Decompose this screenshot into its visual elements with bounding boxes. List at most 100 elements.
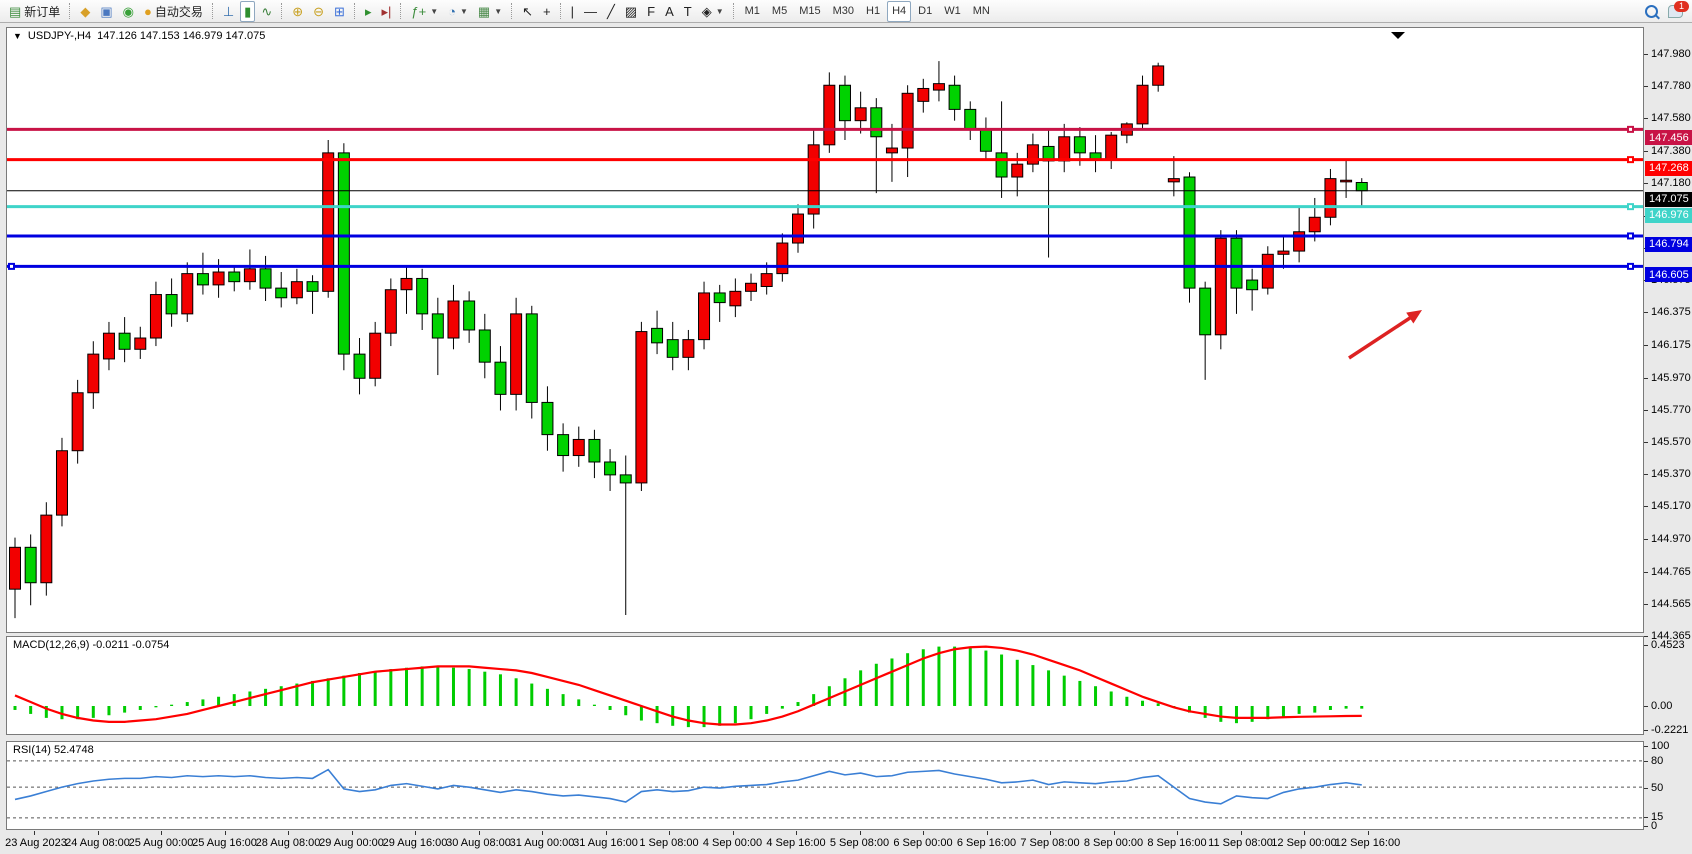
text-icon: A bbox=[665, 3, 674, 19]
line-handle-marker-center bbox=[10, 264, 13, 268]
bullish-candle bbox=[71, 392, 84, 452]
bullish-candle bbox=[917, 87, 930, 102]
bullish-candle bbox=[807, 144, 820, 215]
periods-button[interactable]: ◔ ▼ bbox=[444, 1, 472, 22]
bar-chart-button[interactable]: ⊥ bbox=[219, 1, 238, 22]
zoom-out-button[interactable]: ⊖ bbox=[309, 1, 328, 22]
time-tick bbox=[1113, 831, 1115, 835]
templates-button[interactable]: ▦ ▼ bbox=[474, 1, 506, 22]
price-axis[interactable]: 147.980 147.780 147.580 147.380 147.180 146.9… bbox=[1644, 27, 1692, 642]
fibonacci-button[interactable]: F bbox=[643, 1, 659, 22]
candlestick-chart[interactable] bbox=[7, 28, 1643, 632]
time-axis[interactable]: 23 Aug 2023 24 Aug 08:00 25 Aug 00:00 25 Au… bbox=[5, 831, 1644, 853]
zoom-in-button[interactable]: ⊕ bbox=[288, 1, 307, 22]
bullish-candle bbox=[1324, 178, 1337, 218]
timeframe-mn-button[interactable]: MN bbox=[972, 5, 990, 17]
new-order-button[interactable]: ▤ 新订单 bbox=[5, 1, 64, 22]
timeframe-m1-button[interactable]: M1 bbox=[744, 5, 760, 17]
bearish-candle bbox=[1230, 237, 1243, 289]
price-tick-label: 146.375 bbox=[1651, 306, 1691, 319]
candlestick-button[interactable]: ▮ bbox=[240, 0, 256, 22]
timeframe-m15-button[interactable]: M15 bbox=[799, 5, 821, 17]
time-label: 4 Sep 00:00 bbox=[702, 837, 763, 849]
auto-trading-button[interactable]: ● 自动交易 bbox=[140, 1, 207, 22]
bearish-candle bbox=[948, 84, 961, 110]
macd-signal-line bbox=[14, 645, 1362, 726]
hline-icon: — bbox=[584, 3, 598, 19]
chart-shift-icon: ▸| bbox=[381, 3, 392, 19]
horizontal-line-button[interactable]: — bbox=[580, 1, 601, 22]
terminal-button[interactable]: ◉ bbox=[119, 1, 138, 22]
price-tick-label: 147.380 bbox=[1651, 144, 1691, 157]
price-tick bbox=[1644, 182, 1648, 184]
line-chart-button[interactable]: ∿ bbox=[257, 1, 276, 22]
price-tick bbox=[1644, 54, 1648, 55]
time-tick bbox=[97, 831, 99, 835]
arrows-button[interactable]: ◈ ▼ bbox=[698, 1, 728, 22]
bullish-candle bbox=[745, 282, 758, 292]
cursor-button[interactable]: ↖ bbox=[518, 1, 537, 22]
bullish-candle bbox=[776, 242, 789, 275]
market-watch-button[interactable]: ◆ bbox=[76, 1, 94, 22]
time-label: 8 Sep 00:00 bbox=[1083, 837, 1144, 849]
price-chart-panel[interactable]: ▼ USDJPY-,H4 147.126 147.153 146.979 147… bbox=[6, 27, 1644, 633]
timeframe-m5-button[interactable]: M5 bbox=[771, 5, 788, 17]
line-handle-marker-center bbox=[1629, 234, 1632, 238]
channel-icon: ▨ bbox=[624, 3, 638, 19]
auto-trading-button-label: 自动交易 bbox=[154, 4, 203, 19]
trendline-icon: ╱ bbox=[607, 3, 615, 19]
text-label-button[interactable]: T bbox=[680, 1, 696, 22]
price-tick bbox=[1644, 344, 1648, 346]
timeframe-d1-button[interactable]: D1 bbox=[918, 5, 933, 17]
auto-scroll-button[interactable]: ▸ bbox=[361, 1, 376, 22]
time-label: 5 Sep 08:00 bbox=[829, 837, 890, 849]
notification-badge: 1 bbox=[1674, 0, 1689, 12]
time-tick bbox=[288, 831, 289, 835]
time-tick bbox=[34, 831, 35, 835]
search-button[interactable] bbox=[1641, 1, 1662, 22]
price-tick bbox=[1644, 312, 1648, 314]
trendline-button[interactable]: ╱ bbox=[603, 1, 619, 22]
indicators-button[interactable]: ƒ+ ▼ bbox=[407, 1, 442, 22]
timeframe-h4-button[interactable]: H4 bbox=[887, 0, 912, 22]
time-label: 28 Aug 08:00 bbox=[255, 837, 321, 849]
bearish-candle bbox=[666, 339, 679, 358]
time-tick bbox=[415, 831, 416, 835]
toolbar: ▤ 新订单 ◆ ▣ ◉ ● 自动交易 ⊥ ▮ ∿ ⊕ ⊖ ⊞ ▸ ▸| ƒ+ ▼ ◔ ▼ ▦ ▼ ↖ + | — ╱ ▨ F A T ◈ ▼ M… bbox=[0, 0, 1692, 23]
chart-shift-button[interactable]: ▸| bbox=[377, 1, 395, 22]
timeframe-h1-button[interactable]: H1 bbox=[866, 5, 881, 17]
bearish-candle bbox=[337, 152, 350, 355]
autotrading-icon: ● bbox=[143, 3, 152, 19]
chart-shift-marker-icon[interactable] bbox=[1391, 32, 1405, 39]
symbol-dropdown-icon[interactable]: ▼ bbox=[13, 31, 22, 41]
macd-panel[interactable]: MACD(12,26,9) -0.0211 -0.0754 bbox=[6, 636, 1644, 735]
cursor-icon: ↖ bbox=[522, 3, 534, 19]
time-tick bbox=[986, 831, 988, 835]
price-tick-label: 145.170 bbox=[1651, 500, 1691, 513]
user-icon: ▣ bbox=[100, 3, 113, 19]
rsi-panel[interactable]: RSI(14) 52.4748 bbox=[6, 741, 1644, 830]
time-label: 23 Aug 2023 bbox=[5, 837, 67, 849]
tile-windows-button[interactable]: ⊞ bbox=[330, 1, 349, 22]
price-tick bbox=[1644, 150, 1648, 152]
price-tick-label: 144.365 bbox=[1651, 630, 1691, 642]
price-tick bbox=[1644, 538, 1648, 540]
arrow-head-icon bbox=[1406, 310, 1422, 324]
timeframe-w1-button[interactable]: W1 bbox=[944, 5, 961, 17]
time-tick bbox=[923, 831, 924, 835]
timeframe-m30-button[interactable]: M30 bbox=[832, 5, 855, 17]
bearish-candle bbox=[525, 313, 538, 403]
text-button[interactable]: A bbox=[661, 1, 678, 22]
time-tick bbox=[161, 831, 162, 835]
crosshair-button[interactable]: + bbox=[539, 1, 555, 22]
time-tick bbox=[478, 831, 480, 835]
trend-arrow-annotation[interactable] bbox=[1348, 312, 1417, 360]
time-label: 7 Sep 08:00 bbox=[1020, 837, 1080, 849]
vertical-line-button[interactable]: | bbox=[567, 1, 578, 22]
bearish-candle bbox=[196, 273, 209, 286]
notifications-button[interactable]: 1 bbox=[1664, 0, 1689, 22]
time-label: 25 Aug 16:00 bbox=[192, 837, 257, 849]
equidistant-channel-button[interactable]: ▨ bbox=[621, 1, 641, 22]
price-tick-label: 147.980 bbox=[1651, 48, 1691, 60]
navigator-button[interactable]: ▣ bbox=[96, 1, 116, 22]
